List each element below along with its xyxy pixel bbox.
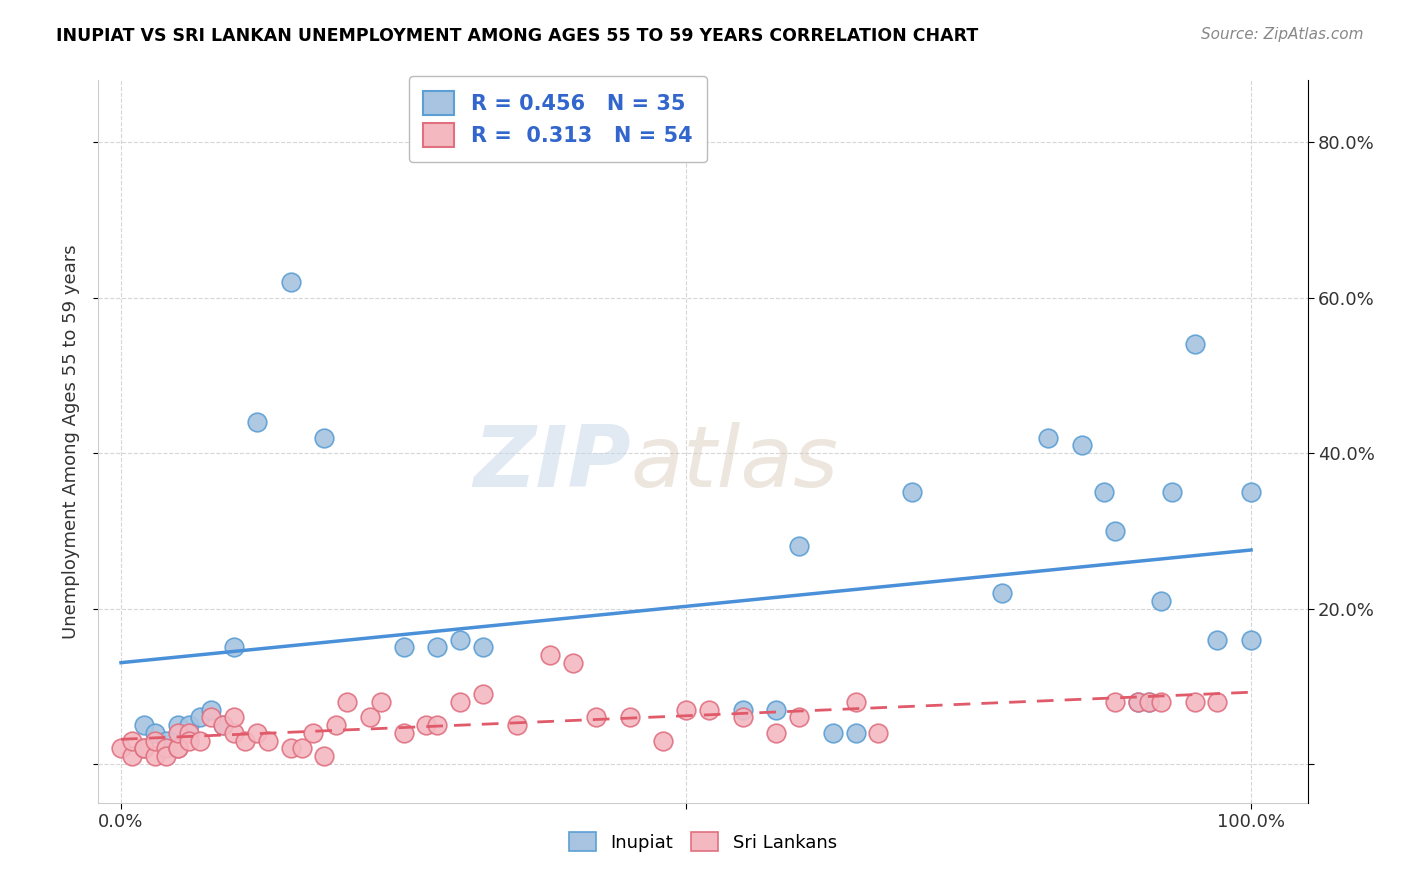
Point [280,741,302,756]
Point [246,726,269,740]
Point [731,702,754,716]
Point [155,733,177,747]
Point [291,741,314,756]
Point [1137,695,1160,709]
Point [562,656,585,670]
Point [1150,695,1173,709]
Text: ZIP: ZIP [472,422,630,505]
Point [211,718,233,732]
Point [845,726,868,740]
Point [845,695,868,709]
Point [188,710,211,724]
Point [765,702,787,716]
Point [1240,485,1263,500]
Point [991,586,1014,600]
Point [222,726,245,740]
Point [1150,594,1173,608]
Point [675,702,697,716]
Point [697,702,720,716]
Point [1184,337,1206,351]
Point [392,726,415,740]
Point [155,741,177,756]
Point [121,749,143,764]
Point [200,710,222,724]
Point [392,640,415,655]
Point [821,726,844,740]
Point [143,733,166,747]
Point [370,695,392,709]
Point [426,718,449,732]
Point [110,741,132,756]
Point [143,726,166,740]
Point [188,733,211,747]
Point [325,718,347,732]
Point [1070,438,1092,452]
Point [585,710,607,724]
Point [314,431,336,445]
Point [336,695,359,709]
Point [359,710,381,724]
Legend: Inupiat, Sri Lankans: Inupiat, Sri Lankans [562,825,844,859]
Point [177,718,200,732]
Point [155,749,177,764]
Point [449,632,471,647]
Point [1161,485,1184,500]
Point [1184,695,1206,709]
Point [426,640,449,655]
Point [538,648,561,663]
Point [731,710,754,724]
Point [132,718,155,732]
Point [211,718,233,732]
Point [1104,695,1126,709]
Point [166,718,188,732]
Point [222,640,245,655]
Point [1104,524,1126,538]
Point [166,741,188,756]
Point [132,741,155,756]
Point [1092,485,1115,500]
Point [246,415,269,429]
Point [471,687,494,701]
Point [652,733,675,747]
Point [415,718,437,732]
Point [121,733,143,747]
Point [765,726,787,740]
Point [257,733,280,747]
Point [868,726,890,740]
Point [1137,695,1160,709]
Point [280,275,302,289]
Point [302,726,325,740]
Point [471,640,494,655]
Point [314,749,336,764]
Point [166,726,188,740]
Point [787,710,810,724]
Point [449,695,471,709]
Y-axis label: Unemployment Among Ages 55 to 59 years: Unemployment Among Ages 55 to 59 years [62,244,80,639]
Point [233,733,256,747]
Text: INUPIAT VS SRI LANKAN UNEMPLOYMENT AMONG AGES 55 TO 59 YEARS CORRELATION CHART: INUPIAT VS SRI LANKAN UNEMPLOYMENT AMONG… [56,27,979,45]
Point [143,749,166,764]
Point [1240,632,1263,647]
Point [222,710,245,724]
Point [200,702,222,716]
Point [505,718,527,732]
Point [1206,695,1229,709]
Text: atlas: atlas [630,422,838,505]
Point [132,741,155,756]
Point [787,540,810,554]
Point [1036,431,1059,445]
Point [1126,695,1149,709]
Point [619,710,641,724]
Point [166,741,188,756]
Text: Source: ZipAtlas.com: Source: ZipAtlas.com [1201,27,1364,42]
Point [177,733,200,747]
Point [1206,632,1229,647]
Point [1126,695,1149,709]
Point [177,726,200,740]
Point [901,485,924,500]
